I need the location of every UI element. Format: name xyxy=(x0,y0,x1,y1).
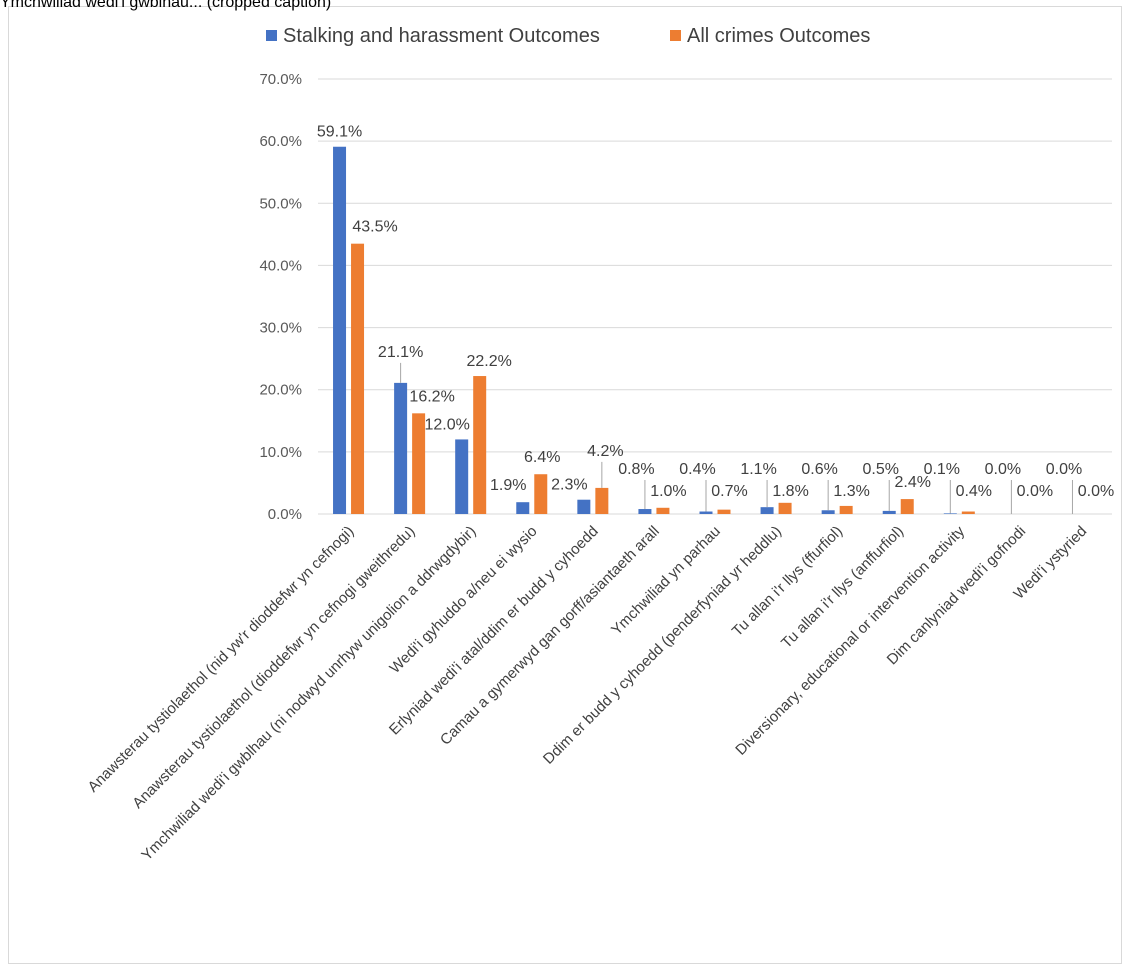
data-label-all-crimes: 1.0% xyxy=(650,483,686,500)
data-label-stalking-harassment: 1.9% xyxy=(490,477,526,494)
y-axis-ticks: 0.0% 10.0% 20.0% 30.0% 40.0% 50.0% 60.0% 70.0% xyxy=(259,71,302,523)
category-label: Diversionary, educational or interventio… xyxy=(732,522,968,758)
data-label-all-crimes: 6.4% xyxy=(524,449,560,466)
bar-stalking-harassment xyxy=(821,510,835,514)
data-label-stalking-harassment: 12.0% xyxy=(425,416,470,433)
bar-all-crimes xyxy=(839,505,853,514)
bar-stalking-harassment xyxy=(394,382,408,514)
y-tick-label: 40.0% xyxy=(259,257,302,274)
data-label-stalking-harassment: 0.0% xyxy=(985,461,1021,478)
legend-label: Stalking and harassment Outcomes xyxy=(283,25,600,47)
data-label-all-crimes: 0.4% xyxy=(956,483,992,500)
data-label-stalking-harassment: 0.8% xyxy=(618,461,654,478)
bar-stalking-harassment xyxy=(333,146,347,514)
category-label: Anawsterau tystiolaethol (nid yw'r diodd… xyxy=(85,523,358,796)
data-label-stalking-harassment: 0.0% xyxy=(1046,461,1082,478)
legend: Stalking and harassment Outcomes All crim… xyxy=(266,25,870,47)
y-tick-label: 50.0% xyxy=(259,195,302,212)
data-label-all-crimes: 1.8% xyxy=(772,483,808,500)
bar-all-crimes xyxy=(473,376,487,514)
bar-all-crimes xyxy=(656,507,670,514)
data-label-all-crimes: 0.0% xyxy=(1078,483,1114,500)
bar-stalking-harassment xyxy=(577,499,591,514)
bar-all-crimes xyxy=(717,509,731,514)
bar-stalking-harassment xyxy=(455,439,469,514)
data-label-all-crimes: 4.2% xyxy=(587,443,623,460)
data-label-all-crimes: 16.2% xyxy=(409,388,454,405)
bar-all-crimes xyxy=(534,474,548,514)
y-tick-label: 10.0% xyxy=(259,444,302,461)
data-label-stalking-harassment: 0.4% xyxy=(679,461,715,478)
y-tick-label: 60.0% xyxy=(259,133,302,150)
data-label-all-crimes: 1.3% xyxy=(833,483,869,500)
y-tick-label: 0.0% xyxy=(268,506,302,523)
cropped-header-text: Ymchwiliad wedi'i gwblhau... (cropped ca… xyxy=(0,0,332,11)
category-label: Anawsterau tystiolaethol (dioddefwr yn c… xyxy=(129,523,418,812)
category-label: Tu allan i'r llys (anffurfiol) xyxy=(778,523,907,652)
data-label-stalking-harassment: 0.6% xyxy=(801,461,837,478)
data-label-stalking-harassment: 2.3% xyxy=(551,477,587,494)
x-axis-categories: Anawsterau tystiolaethol (nid yw'r diodd… xyxy=(85,522,1091,864)
bar-stalking-harassment xyxy=(699,511,713,514)
bar-all-crimes xyxy=(595,487,609,514)
bars xyxy=(333,146,975,514)
data-label-stalking-harassment: 0.1% xyxy=(924,461,960,478)
bar-stalking-harassment xyxy=(638,509,652,514)
data-label-stalking-harassment: 59.1% xyxy=(317,124,362,141)
legend-swatch xyxy=(266,30,277,41)
bar-all-crimes xyxy=(778,502,792,514)
bar-stalking-harassment xyxy=(516,502,530,514)
data-label-stalking-harassment: 21.1% xyxy=(378,344,423,361)
data-label-all-crimes: 2.4% xyxy=(894,474,930,491)
data-label-all-crimes: 22.2% xyxy=(467,353,512,370)
bar-all-crimes xyxy=(900,499,914,514)
label-leader-lines xyxy=(400,362,1073,514)
category-label: Erlyniad wedi'i atal/ddim er budd y cyho… xyxy=(386,523,602,739)
y-tick-label: 20.0% xyxy=(259,382,302,399)
category-label: Tu allan i'r llys (ffurfiol) xyxy=(729,523,846,640)
bar-stalking-harassment xyxy=(882,510,896,514)
category-label: Ymchwiliad yn parhau xyxy=(608,523,724,639)
data-label-all-crimes: 0.0% xyxy=(1017,483,1053,500)
gridlines xyxy=(318,78,1112,515)
data-label-stalking-harassment: 1.1% xyxy=(740,461,776,478)
data-labels: 59.1% 43.5% 21.1% 16.2% 12.0% 22.2% 1.9% 6.4% 2.… xyxy=(317,124,1114,500)
y-tick-label: 70.0% xyxy=(259,71,302,88)
data-label-all-crimes: 0.7% xyxy=(711,483,747,500)
bar-stalking-harassment xyxy=(943,513,957,514)
data-label-stalking-harassment: 0.5% xyxy=(862,461,898,478)
category-label: Camau a gymerwyd gan gorff/asiantaeth ar… xyxy=(437,523,663,749)
legend-label: All crimes Outcomes xyxy=(687,25,870,47)
bar-all-crimes xyxy=(412,413,426,514)
y-tick-label: 30.0% xyxy=(259,320,302,337)
bar-stalking-harassment xyxy=(760,507,774,514)
chart-frame xyxy=(8,6,1122,964)
bar-all-crimes xyxy=(351,243,365,514)
data-label-all-crimes: 43.5% xyxy=(352,219,397,236)
bar-all-crimes xyxy=(961,511,975,514)
legend-swatch xyxy=(670,30,681,41)
